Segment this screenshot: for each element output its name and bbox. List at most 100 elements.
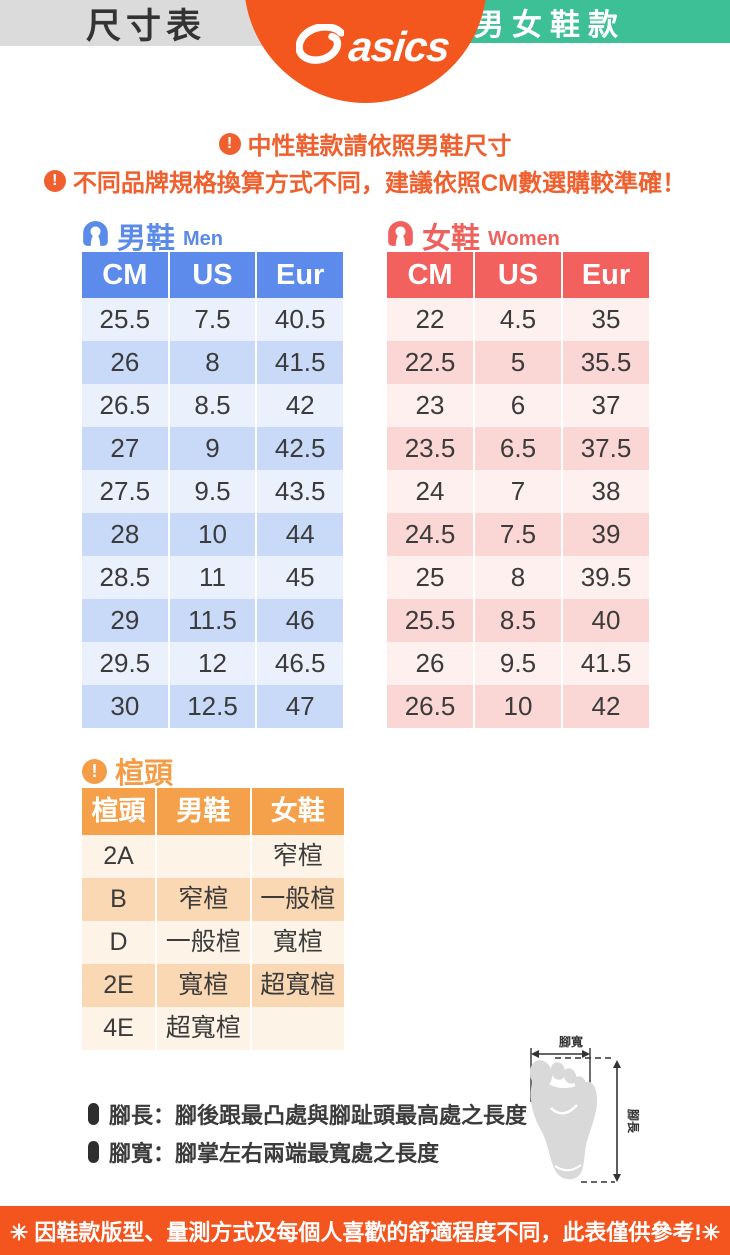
table-cell: 寬楦 (251, 921, 344, 964)
table-cell: 42 (563, 685, 649, 728)
table-cell: 窄楦 (157, 878, 250, 921)
notice-text: 中性鞋款請依照男鞋尺寸 (247, 133, 512, 160)
table-header-row: CM US Eur (82, 252, 344, 298)
table-cell: 42 (257, 384, 344, 427)
table-row: 2E 寬楦 超寬楦 (82, 964, 344, 1007)
table-row: B 窄楦 一般楦 (82, 878, 344, 921)
table-row: 27 9 42.5 (82, 427, 344, 470)
table-cell: 37 (563, 384, 649, 427)
notice-text: 不同品牌規格換算方式不同，建議依照CM數選購較準確！ (72, 170, 687, 197)
table-row: 26.5 8.5 42 (82, 384, 344, 427)
table-cell: 一般楦 (251, 878, 344, 921)
table-row: 28 10 44 (82, 513, 344, 556)
table-cell: 29 (82, 599, 168, 642)
table-cell: B (82, 878, 155, 921)
table-header-cell: Eur (257, 252, 344, 298)
size-chart-label: 尺寸表 (85, 6, 206, 46)
table-header-cell: Eur (563, 252, 649, 298)
table-cell: 超寬楦 (157, 1007, 250, 1050)
foot-measure-diagram: 腳寬 腳長 (515, 1032, 655, 1202)
table-cell: 2E (82, 964, 155, 1007)
exclamation-circle-icon: ! (218, 132, 241, 155)
women-section-title: 女鞋 Women (387, 215, 560, 257)
last-width-section-title: ! 楦頭 (82, 750, 173, 792)
brand-wordmark: asics (346, 22, 452, 70)
table-header-row: 楦頭 男鞋 女鞋 (82, 788, 344, 835)
table-cell: 26 (82, 341, 168, 384)
table-cell: 寬楦 (157, 964, 250, 1007)
table-cell: 4E (82, 1007, 155, 1050)
table-cell: 10 (475, 685, 561, 728)
size-chart-banner: 尺寸表 (0, 0, 292, 46)
bullet-icon (88, 1103, 99, 1125)
table-header-cell: 女鞋 (251, 788, 344, 835)
table-row: 25 8 39.5 (387, 556, 649, 599)
table-cell: 6 (475, 384, 561, 427)
table-cell: 23.5 (387, 427, 473, 470)
table-cell: 26.5 (387, 685, 473, 728)
exclamation-circle-icon: ! (82, 758, 107, 784)
table-row: 27.5 9.5 43.5 (82, 470, 344, 513)
table-cell: 47 (257, 685, 344, 728)
asics-spiral-icon (295, 23, 345, 69)
table-cell: 35 (563, 298, 649, 341)
table-cell: 39.5 (563, 556, 649, 599)
table-row: 26 9.5 41.5 (387, 642, 649, 685)
table-cell: 8 (169, 341, 256, 384)
table-row: 28.5 11 45 (82, 556, 344, 599)
table-cell: 27.5 (82, 470, 168, 513)
table-cell: 35.5 (563, 341, 649, 384)
foot-width-label: 腳寬 (559, 1034, 583, 1049)
last-width-title: 楦頭 (115, 758, 174, 790)
table-header-cell: 楦頭 (82, 788, 155, 835)
table-row: 4E 超寬楦 (82, 1007, 344, 1050)
table-cell: 45 (257, 556, 344, 599)
table-cell: 25.5 (387, 599, 473, 642)
table-row: 30 12.5 47 (82, 685, 344, 728)
disclaimer-banner: ✳ 因鞋款版型、量測方式及每個人喜歡的舒適程度不同，此表僅供參考!✳ (0, 1206, 730, 1255)
table-header-row: CM US Eur (387, 252, 649, 298)
table-cell: 28 (82, 513, 168, 556)
table-row: 25.5 7.5 40.5 (82, 298, 344, 341)
table-row: 26 8 41.5 (82, 341, 344, 384)
table-cell: 8.5 (475, 599, 561, 642)
table-cell (251, 1007, 344, 1050)
table-header-cell: CM (82, 252, 168, 298)
table-cell: 8.5 (169, 384, 256, 427)
bullet-icon (88, 1141, 99, 1163)
table-row: 23 6 37 (387, 384, 649, 427)
table-cell: 41.5 (257, 341, 344, 384)
foot-length-label: 腳長 (626, 1109, 641, 1134)
table-row: 24.5 7.5 39 (387, 513, 649, 556)
table-cell: 25.5 (82, 298, 168, 341)
table-cell: 24.5 (387, 513, 473, 556)
notice-brand-difference: ! 不同品牌規格換算方式不同，建議依照CM數選購較準確！ (0, 163, 730, 198)
table-row: 26.5 10 42 (387, 685, 649, 728)
foot-length-note-text: 腳長：腳後跟最凸處與腳趾頭最高處之長度 (109, 1103, 528, 1128)
table-header-cell: CM (387, 252, 473, 298)
table-cell: 41.5 (563, 642, 649, 685)
table-cell: 24 (387, 470, 473, 513)
table-row: 29 11.5 46 (82, 599, 344, 642)
category-label: 男女鞋款 (474, 8, 626, 42)
table-cell: 11.5 (169, 599, 256, 642)
table-cell: 9.5 (475, 642, 561, 685)
table-header-cell: US (475, 252, 561, 298)
table-row: 24 7 38 (387, 470, 649, 513)
women-size-table: CM US Eur 22 4.5 35 22.5 5 35.5 23 6 37 23.5 6.5 37.5 2… (387, 252, 649, 728)
table-header-cell: 男鞋 (157, 788, 250, 835)
women-subtitle: Women (488, 227, 560, 250)
table-cell: 8 (475, 556, 561, 599)
table-row: 2A 窄楦 (82, 835, 344, 878)
men-subtitle: Men (183, 227, 224, 250)
table-cell: 27 (82, 427, 168, 470)
table-row: 25.5 8.5 40 (387, 599, 649, 642)
table-row: 22 4.5 35 (387, 298, 649, 341)
table-cell: 29.5 (82, 642, 168, 685)
table-cell: 22 (387, 298, 473, 341)
table-cell (157, 835, 250, 878)
foot-width-note-text: 腳寬：腳掌左右兩端最寬處之長度 (109, 1141, 440, 1166)
table-cell: 22.5 (387, 341, 473, 384)
person-icon (82, 220, 109, 252)
